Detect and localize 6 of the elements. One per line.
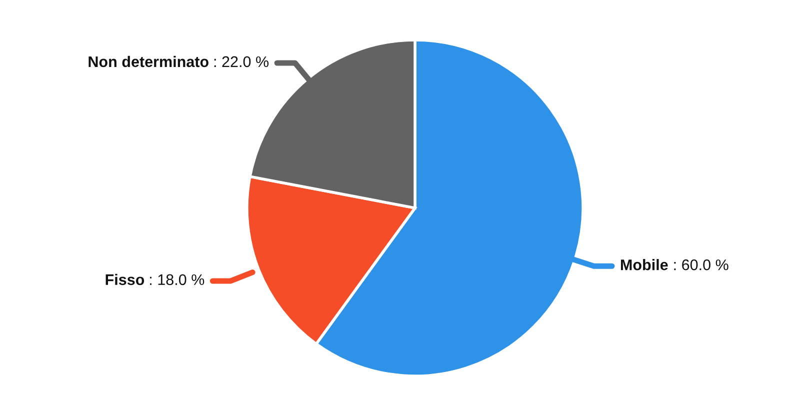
slice-label: Mobile	[620, 259, 668, 270]
data-label: : 60.0 %	[674, 259, 728, 270]
slice-label: Fisso	[106, 274, 144, 286]
data-label: : 18.0 %	[150, 274, 204, 286]
data-label: : 22.0 %	[214, 56, 269, 68]
slice-label: Non determinato	[88, 56, 208, 68]
